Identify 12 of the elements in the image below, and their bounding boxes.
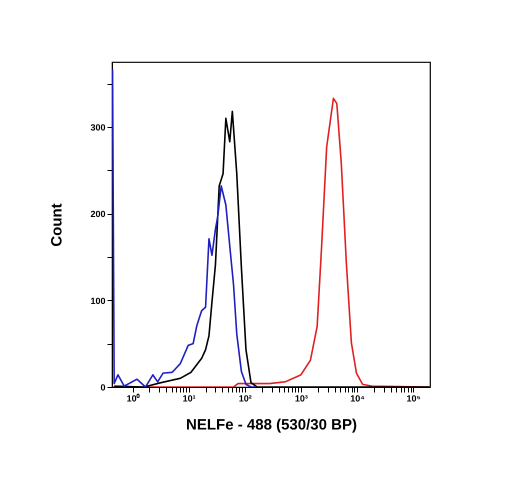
- y-axis-title: Count: [48, 203, 66, 247]
- y-tick-label: 300: [90, 122, 106, 132]
- x-axis-title: NELFe - 488 (530/30 BP): [186, 416, 357, 434]
- x-tick-label: 10⁴: [350, 394, 365, 404]
- x-tick-label: 10⁵: [406, 394, 421, 404]
- y-tick-label: 200: [90, 209, 106, 220]
- y-tick-label: 0: [100, 382, 106, 392]
- x-tick-label: 10⁰: [126, 394, 141, 404]
- x-tick-label: 10³: [294, 394, 308, 404]
- y-tick-label: 100: [90, 296, 106, 306]
- x-tick-label: 10²: [238, 394, 252, 404]
- x-tick-label: 10¹: [182, 394, 196, 404]
